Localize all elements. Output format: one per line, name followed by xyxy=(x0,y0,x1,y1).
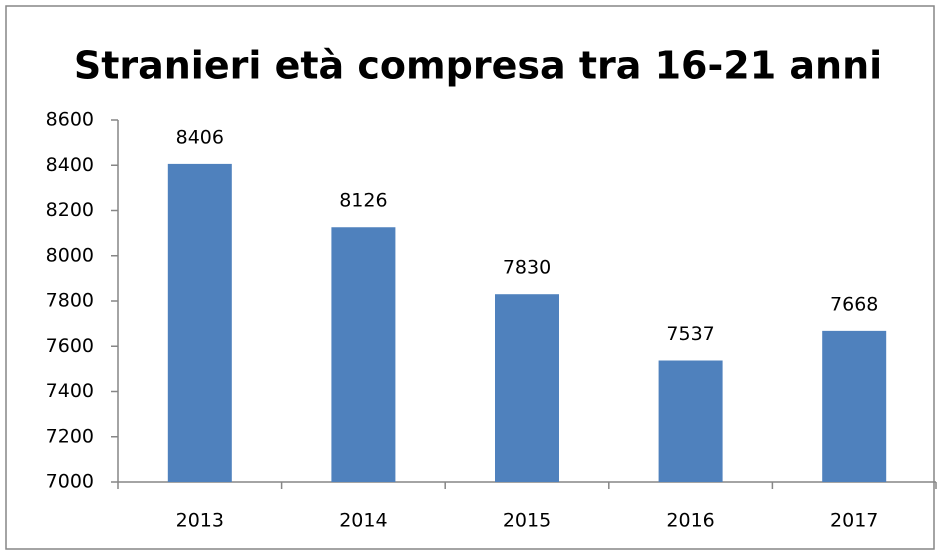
x-tick-label: 2016 xyxy=(666,510,714,532)
data-label: 8406 xyxy=(176,126,224,148)
x-tick-label: 2015 xyxy=(503,510,551,532)
y-tick-label: 8000 xyxy=(46,244,94,266)
bar xyxy=(167,163,232,482)
chart-frame xyxy=(5,5,935,550)
data-label: 7830 xyxy=(503,257,551,279)
y-tick-label: 7000 xyxy=(46,471,94,493)
data-label: 7668 xyxy=(830,293,878,315)
y-tick-label: 8200 xyxy=(46,199,94,221)
bar xyxy=(331,227,396,482)
y-tick-label: 7400 xyxy=(46,380,94,402)
bar xyxy=(822,330,887,482)
y-tick-label: 8600 xyxy=(46,109,94,131)
data-label: 7537 xyxy=(666,323,714,345)
y-tick-label: 8400 xyxy=(46,154,94,176)
bar xyxy=(495,294,559,482)
y-tick-label: 7600 xyxy=(46,335,94,357)
x-tick-label: 2017 xyxy=(830,510,878,532)
bar xyxy=(658,360,723,482)
y-tick-label: 7800 xyxy=(46,290,94,312)
data-label: 8126 xyxy=(339,190,387,212)
x-tick-label: 2014 xyxy=(339,510,387,532)
x-tick-label: 2013 xyxy=(176,510,224,532)
chart-title: Stranieri età compresa tra 16-21 anni xyxy=(74,44,882,88)
y-tick-label: 7200 xyxy=(46,425,94,447)
